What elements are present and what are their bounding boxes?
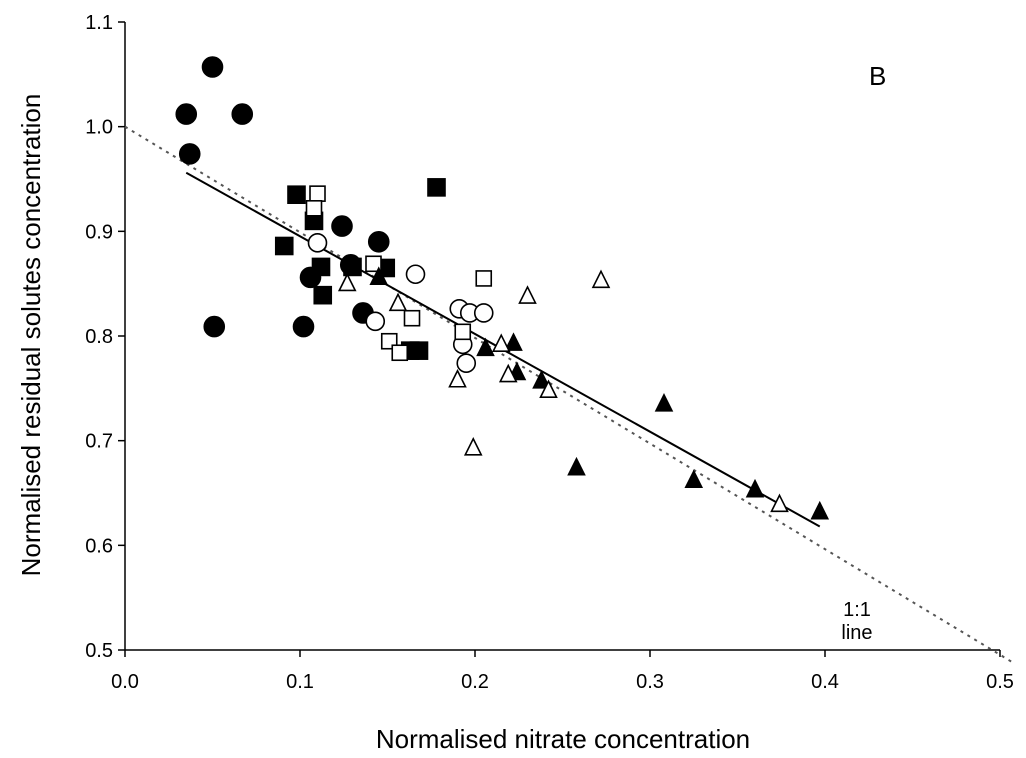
data-point-filled-circle <box>178 143 201 165</box>
y-tick-label: 0.8 <box>85 326 113 348</box>
data-point-filled-circle <box>367 231 390 253</box>
x-axis-ticks: 0.0 0.1 0.2 0.3 0.4 0.5 <box>111 650 1014 693</box>
data-point-filled-circle <box>203 315 226 338</box>
y-tick-label: 0.7 <box>85 431 113 453</box>
panel-label: B <box>869 61 886 91</box>
data-point-open-triangle <box>463 437 483 456</box>
data-point-filled-circle <box>292 315 315 338</box>
data-point-filled-triangle <box>567 456 586 476</box>
reference-line-label-line2: line <box>841 622 872 644</box>
data-point-filled-circle <box>331 215 353 237</box>
data-point-filled-square <box>427 178 446 197</box>
reference-line-label-line1: 1:1 <box>843 599 871 621</box>
data-point-filled-triangle <box>684 469 704 489</box>
data-point-filled-square <box>409 341 429 360</box>
data-point-filled-triangle <box>654 393 674 412</box>
data-point-open-square <box>391 344 409 362</box>
data-point-filled-circle <box>201 56 224 78</box>
data-point-filled-triangle <box>532 370 551 389</box>
data-point-filled-triangle <box>745 478 765 498</box>
data-point-filled-square <box>343 257 362 277</box>
data-point-open-triangle <box>337 272 357 292</box>
y-axis-title: Normalised residual solutes concentratio… <box>16 94 46 577</box>
data-point-open-triangle <box>388 292 408 312</box>
x-tick-label: 0.2 <box>461 671 489 693</box>
y-tick-label: 1.0 <box>85 117 113 139</box>
data-point-filled-triangle <box>476 337 495 357</box>
one-to-one-reference-line <box>124 125 1013 663</box>
data-point-filled-triangle <box>369 266 389 285</box>
data-point-open-circle <box>365 311 386 332</box>
y-axis-ticks: 0.5 0.6 0.7 0.8 0.9 1.0 1.1 <box>85 12 125 662</box>
data-point-open-triangle <box>539 379 558 399</box>
x-tick-label: 0.3 <box>636 671 664 693</box>
data-point-filled-square <box>311 257 331 277</box>
data-point-filled-square <box>313 285 333 305</box>
data-point-open-triangle <box>591 269 611 289</box>
data-point-open-square <box>403 309 421 327</box>
data-point-open-square <box>305 200 323 217</box>
data-point-open-triangle <box>448 368 467 388</box>
data-point-filled-triangle <box>810 500 830 520</box>
data-point-open-triangle <box>518 285 537 304</box>
x-tick-label: 0.5 <box>986 671 1014 693</box>
y-tick-label: 0.5 <box>85 640 113 662</box>
data-point-open-triangle <box>498 363 518 383</box>
data-points <box>175 56 830 520</box>
data-point-open-circle <box>473 303 494 323</box>
data-point-open-circle <box>307 233 328 253</box>
data-point-open-triangle <box>491 333 511 352</box>
data-point-open-square <box>454 323 472 341</box>
x-tick-label: 0.4 <box>811 671 839 693</box>
data-point-filled-circle <box>175 103 198 125</box>
data-point-filled-triangle <box>504 332 523 351</box>
x-axis-title: Normalised nitrate concentration <box>376 724 750 754</box>
x-tick-label: 0.0 <box>111 671 139 693</box>
data-point-open-circle <box>405 264 426 285</box>
data-point-open-circle <box>456 353 477 374</box>
x-tick-label: 0.1 <box>286 671 314 693</box>
data-point-filled-square <box>287 185 306 204</box>
data-point-open-square <box>309 185 326 202</box>
y-tick-label: 1.1 <box>85 12 113 34</box>
data-point-filled-square <box>274 236 294 256</box>
data-point-open-square <box>365 255 382 273</box>
data-point-open-square <box>475 270 493 287</box>
y-tick-label: 0.9 <box>85 221 113 243</box>
data-point-open-triangle <box>770 493 789 513</box>
data-point-filled-circle <box>231 103 254 125</box>
y-tick-label: 0.6 <box>85 535 113 557</box>
